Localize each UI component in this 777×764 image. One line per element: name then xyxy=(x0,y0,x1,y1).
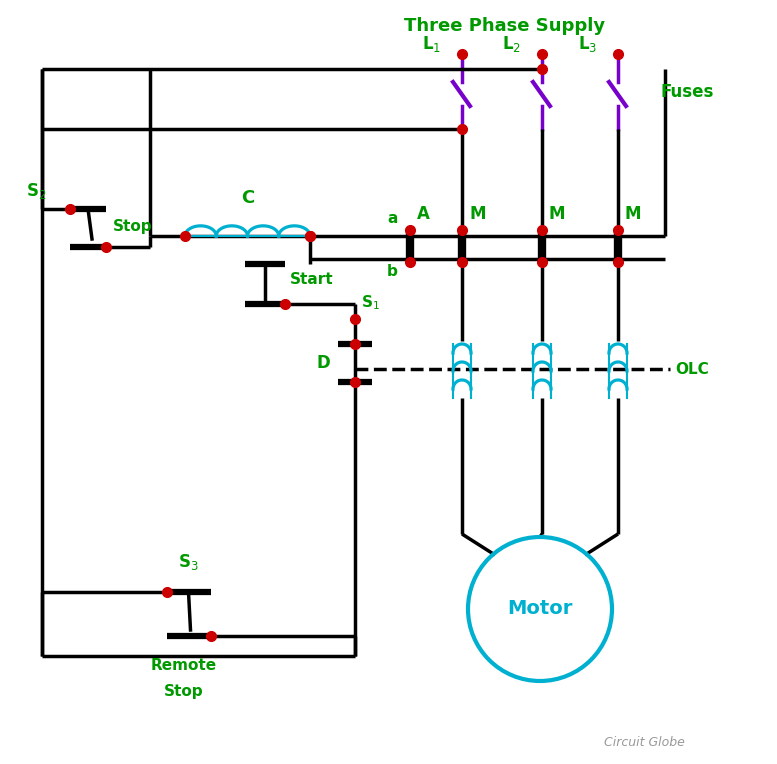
Text: L$_3$: L$_3$ xyxy=(578,34,598,54)
Text: L$_1$: L$_1$ xyxy=(423,34,441,54)
Text: M: M xyxy=(469,205,486,223)
Text: D: D xyxy=(316,354,330,372)
Text: S$_1$: S$_1$ xyxy=(361,293,380,312)
Text: Motor: Motor xyxy=(507,600,573,619)
Text: Circuit Globe: Circuit Globe xyxy=(605,736,685,749)
Text: Three Phase Supply: Three Phase Supply xyxy=(405,17,605,35)
Text: Fuses: Fuses xyxy=(660,83,713,101)
Text: b: b xyxy=(387,264,398,279)
Text: L$_2$: L$_2$ xyxy=(503,34,521,54)
Text: Start: Start xyxy=(290,271,333,286)
Text: Stop: Stop xyxy=(164,684,204,699)
Text: Remote: Remote xyxy=(151,658,217,673)
Text: S$_2$: S$_2$ xyxy=(26,181,46,201)
Text: Stop: Stop xyxy=(113,219,152,234)
Text: A: A xyxy=(417,205,430,223)
Text: a: a xyxy=(388,211,398,225)
Text: M: M xyxy=(625,205,642,223)
Text: OLC: OLC xyxy=(675,361,709,377)
Text: S$_3$: S$_3$ xyxy=(178,552,199,572)
Text: C: C xyxy=(241,189,254,207)
Text: M: M xyxy=(549,205,566,223)
